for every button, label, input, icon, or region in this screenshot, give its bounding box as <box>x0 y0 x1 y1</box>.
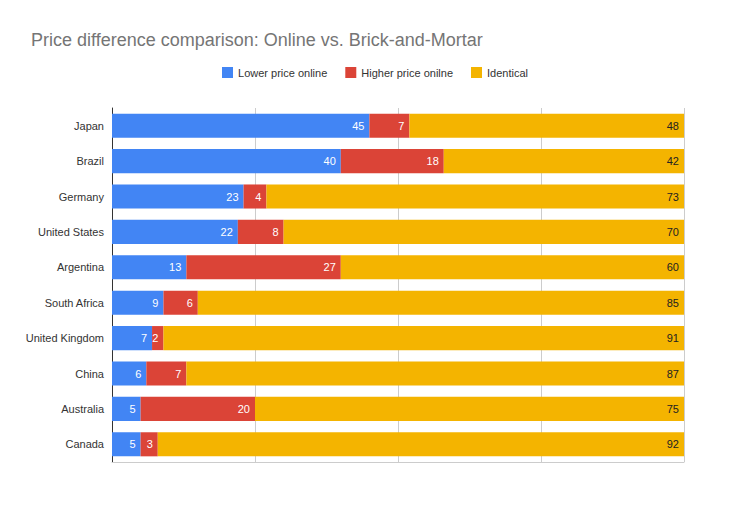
svg-text:20: 20 <box>238 403 250 415</box>
svg-text:85: 85 <box>667 297 679 309</box>
svg-text:Lower price online: Lower price online <box>238 67 327 79</box>
svg-text:South Africa: South Africa <box>45 297 105 309</box>
svg-text:23: 23 <box>226 191 238 203</box>
svg-text:Australia: Australia <box>61 403 105 415</box>
svg-text:United Kingdom: United Kingdom <box>26 332 104 344</box>
svg-text:27: 27 <box>324 261 336 273</box>
svg-text:8: 8 <box>272 226 278 238</box>
svg-text:7: 7 <box>175 368 181 380</box>
svg-text:42: 42 <box>667 155 679 167</box>
svg-text:Higher price onilne: Higher price onilne <box>361 67 453 79</box>
svg-text:73: 73 <box>667 191 679 203</box>
svg-text:87: 87 <box>667 368 679 380</box>
svg-text:7: 7 <box>141 332 147 344</box>
svg-text:Price difference comparison: O: Price difference comparison: Online vs. … <box>31 30 483 50</box>
svg-text:6: 6 <box>187 297 193 309</box>
svg-text:3: 3 <box>147 438 153 450</box>
svg-text:9: 9 <box>152 297 158 309</box>
svg-text:4: 4 <box>255 191 261 203</box>
svg-text:13: 13 <box>169 261 181 273</box>
svg-text:40: 40 <box>324 155 336 167</box>
svg-text:Canada: Canada <box>65 438 104 450</box>
svg-text:7: 7 <box>398 120 404 132</box>
svg-text:Argentina: Argentina <box>57 261 105 273</box>
svg-text:91: 91 <box>667 332 679 344</box>
svg-text:5: 5 <box>129 403 135 415</box>
svg-text:Identical: Identical <box>487 67 528 79</box>
svg-text:China: China <box>75 368 105 380</box>
svg-text:United States: United States <box>38 226 105 238</box>
svg-text:45: 45 <box>352 120 364 132</box>
svg-text:22: 22 <box>221 226 233 238</box>
svg-text:60: 60 <box>667 261 679 273</box>
svg-text:70: 70 <box>667 226 679 238</box>
svg-text:2: 2 <box>152 332 158 344</box>
svg-text:92: 92 <box>667 438 679 450</box>
svg-text:Germany: Germany <box>59 191 105 203</box>
svg-text:48: 48 <box>667 120 679 132</box>
svg-text:Japan: Japan <box>74 120 104 132</box>
svg-text:75: 75 <box>667 403 679 415</box>
svg-text:5: 5 <box>129 438 135 450</box>
svg-text:18: 18 <box>427 155 439 167</box>
svg-text:Brazil: Brazil <box>76 155 104 167</box>
svg-text:6: 6 <box>135 368 141 380</box>
